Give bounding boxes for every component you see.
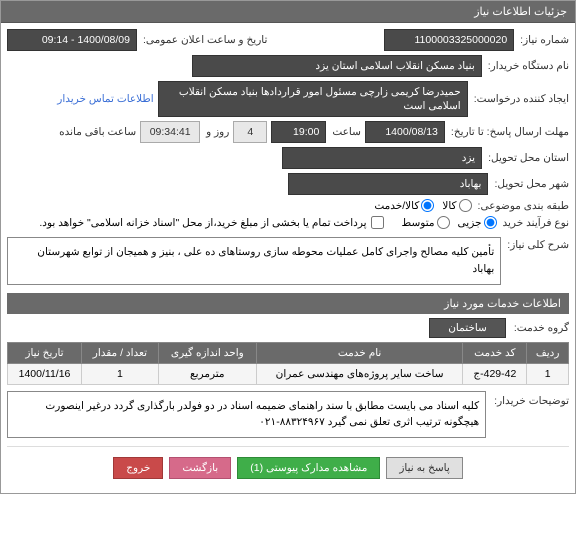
td-date: 1400/11/16	[8, 363, 82, 384]
time-left: 09:34:41	[140, 121, 200, 143]
td-code: 429-42-ج	[463, 363, 527, 384]
reply-button[interactable]: پاسخ به نیاز	[386, 457, 462, 479]
announce-value: 1400/08/09 - 09:14	[7, 29, 137, 51]
buyer-notes-label: توضیحات خریدار:	[492, 391, 569, 439]
footer-buttons: پاسخ به نیاز مشاهده مدارک پیوستی (1) باز…	[7, 446, 569, 487]
payment-checkbox-row: پرداخت تمام یا بخشی از مبلغ خرید،از محل …	[39, 216, 383, 229]
day-label: روز و	[204, 126, 229, 138]
payment-checkbox[interactable]	[371, 216, 384, 229]
desc-label: شرح کلی نیاز:	[505, 233, 569, 251]
radio-medium-label: متوسط	[402, 217, 435, 229]
radio-khadamat-input[interactable]	[421, 199, 434, 212]
td-unit: مترمربع	[158, 363, 256, 384]
deadline-label: مهلت ارسال پاسخ: تا تاریخ:	[449, 126, 569, 138]
city-value: بهاباد	[288, 173, 488, 195]
payment-note: پرداخت تمام یا بخشی از مبلغ خرید،از محل …	[39, 217, 366, 229]
deadline-days: 4	[233, 121, 267, 143]
title-bar: جزئیات اطلاعات نیاز	[1, 1, 575, 23]
td-row: 1	[527, 363, 569, 384]
radio-medium[interactable]: متوسط	[402, 216, 450, 229]
th-date: تاریخ نیاز	[8, 342, 82, 363]
need-no-value: 1100003325000020	[384, 29, 514, 51]
group-label: گروه خدمت:	[512, 322, 569, 334]
th-row: ردیف	[527, 342, 569, 363]
th-name: نام خدمت	[256, 342, 463, 363]
radio-partial[interactable]: جزیی	[458, 216, 497, 229]
radio-partial-label: جزیی	[458, 217, 482, 229]
th-qty: تعداد / مقدار	[82, 342, 159, 363]
td-qty: 1	[82, 363, 159, 384]
group-value: ساختمان	[429, 318, 506, 338]
radio-kala[interactable]: کالا	[442, 199, 471, 212]
time-left-label: ساعت باقی مانده	[57, 126, 136, 138]
content-area: شماره نیاز: 1100003325000020 تاریخ و ساع…	[1, 23, 575, 493]
table-header-row: ردیف کد خدمت نام خدمت واحد اندازه گیری ت…	[8, 342, 569, 363]
contact-link[interactable]: اطلاعات تماس خریدار	[57, 93, 153, 105]
th-code: کد خدمت	[463, 342, 527, 363]
buyer-notes-box: کلیه اسناد می بایست مطابق با سند راهنمای…	[7, 391, 486, 439]
deadline-date: 1400/08/13	[365, 121, 445, 143]
province-label: استان محل تحویل:	[486, 152, 569, 164]
back-button[interactable]: بازگشت	[169, 457, 231, 479]
category-label: طبقه بندی موضوعی:	[476, 200, 569, 212]
process-radio-group: جزیی متوسط	[402, 216, 497, 229]
announce-label: تاریخ و ساعت اعلان عمومی:	[141, 34, 267, 46]
org-value: بنیاد مسکن انقلاب اسلامی استان یزد	[192, 55, 482, 77]
radio-kala-input[interactable]	[459, 199, 472, 212]
services-table: ردیف کد خدمت نام خدمت واحد اندازه گیری ت…	[7, 342, 569, 385]
city-label: شهر محل تحویل:	[492, 178, 569, 190]
requester-value: حمیدرضا کریمی زارچی مسئول امور قراردادها…	[158, 81, 468, 117]
radio-kala-label: کالا	[442, 200, 456, 212]
requester-label: ایجاد کننده درخواست:	[472, 93, 569, 105]
province-value: یزد	[282, 147, 482, 169]
window-frame: جزئیات اطلاعات نیاز شماره نیاز: 11000033…	[0, 0, 576, 494]
window-title: جزئیات اطلاعات نیاز	[474, 6, 567, 18]
org-label: نام دستگاه خریدار:	[486, 60, 569, 72]
attachments-button[interactable]: مشاهده مدارک پیوستی (1)	[237, 457, 380, 479]
radio-medium-input[interactable]	[437, 216, 450, 229]
radio-khadamat-label: کالا/خدمت	[374, 200, 419, 212]
exit-button[interactable]: خروج	[113, 457, 163, 479]
desc-box: تأمین کلیه مصالح واجرای کامل عملیات محوط…	[7, 237, 501, 285]
radio-khadamat[interactable]: کالا/خدمت	[374, 199, 434, 212]
td-name: ساخت سایر پروژه‌های مهندسی عمران	[256, 363, 463, 384]
radio-partial-input[interactable]	[484, 216, 497, 229]
need-no-label: شماره نیاز:	[518, 34, 569, 46]
th-unit: واحد اندازه گیری	[158, 342, 256, 363]
category-radio-group: کالا کالا/خدمت	[374, 199, 471, 212]
deadline-hour: 19:00	[271, 121, 326, 143]
services-section-title: اطلاعات خدمات مورد نیاز	[7, 293, 569, 314]
table-row: 1 429-42-ج ساخت سایر پروژه‌های مهندسی عم…	[8, 363, 569, 384]
process-label: نوع فرآیند خرید	[501, 217, 570, 229]
hour-label: ساعت	[330, 126, 361, 138]
